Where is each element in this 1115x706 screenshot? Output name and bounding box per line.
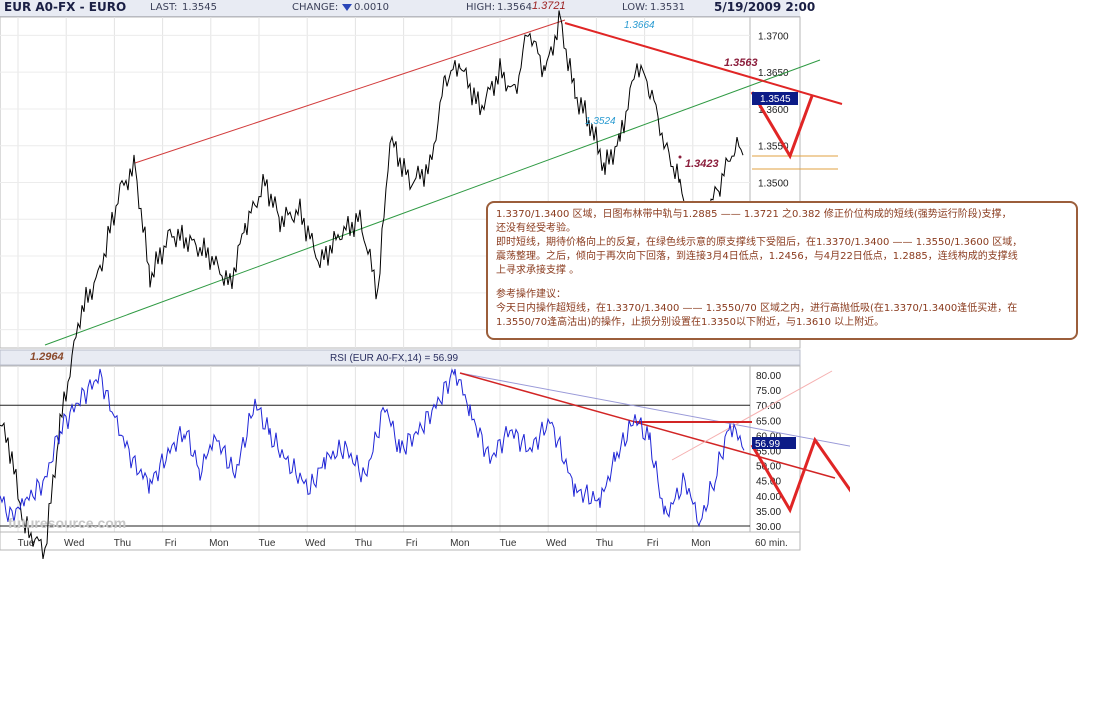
- rsi-gridlines: [0, 366, 750, 532]
- interval-label: 60 min.: [755, 538, 788, 549]
- annotation-top-high: 1.3721: [532, 0, 566, 12]
- analysis-line-8: 1.3550/70逢高沽出)的操作，止损分别设置在1.3350以下附近，与1.3…: [496, 317, 885, 328]
- analysis-note-box: 1.3370/1.3400 区域，日图布林带中轨与1.2885 —— 1.372…: [486, 201, 1078, 340]
- quote-date: 5/19/2009 2:00: [714, 0, 816, 14]
- rsi-title: RSI (EUR A0-FX,14) = 56.99: [330, 353, 459, 364]
- x-tick-label: Mon: [450, 538, 469, 549]
- down-arrow-icon: [342, 3, 352, 11]
- rsi-y-tick: 80.00: [756, 371, 781, 382]
- x-tick-label: Wed: [64, 538, 84, 549]
- x-tick-label: Mon: [691, 538, 710, 549]
- change-value: 0.0010: [354, 2, 389, 13]
- annotation-recent-low: 1.3423: [685, 158, 719, 170]
- low-label: LOW:: [622, 2, 648, 13]
- x-tick-label: Wed: [305, 538, 325, 549]
- annotation-channel-low: 1.2964: [30, 351, 64, 363]
- rsi-y-axis: 80.0075.0070.0065.0060.0055.0050.0045.00…: [756, 371, 781, 533]
- x-tick-label: Thu: [114, 538, 131, 549]
- rsi-y-tick: 75.00: [756, 386, 781, 397]
- rsi-y-tick: 55.00: [756, 447, 781, 458]
- analysis-line-5: 上寻求承接支撑 。: [496, 265, 580, 276]
- low-marker-dot: [678, 155, 682, 159]
- price-y-tick: 1.3700: [758, 31, 789, 42]
- last-label: LAST:: [150, 2, 178, 13]
- last-value: 1.3545: [182, 2, 217, 13]
- x-tick-label: Fri: [165, 538, 177, 549]
- price-y-tick: 1.3600: [758, 105, 789, 116]
- x-tick-label: Thu: [355, 538, 372, 549]
- x-axis-frame: [0, 531, 801, 551]
- change-label: CHANGE:: [292, 2, 339, 13]
- price-y-tick: 1.3500: [758, 179, 789, 190]
- analysis-line-4: 震荡整理。之后，倾向于再次向下回落，到连接3月4日低点，1.2456，与4月22…: [496, 251, 1018, 262]
- rsi-series-line: [0, 368, 745, 528]
- rsi-title-bar: [0, 349, 801, 366]
- price-series-line: [0, 10, 744, 559]
- lower-channel-line: [44, 59, 821, 346]
- analysis-line-1: 1.3370/1.3400 区域，日图布林带中轨与1.2885 —— 1.372…: [496, 209, 1012, 220]
- x-tick-label: Mon: [209, 538, 228, 549]
- rsi-y-tick: 60.00: [756, 431, 781, 442]
- rsi-projection-path: [750, 436, 850, 514]
- high-label: HIGH:: [466, 2, 496, 13]
- analysis-line-2: 还没有经受考验。: [496, 223, 576, 234]
- rsi-value-badge: [752, 437, 796, 449]
- rsi-y-tick: 35.00: [756, 507, 781, 518]
- watermark: futuresource.com: [8, 515, 126, 531]
- x-tick-label: Wed: [546, 538, 566, 549]
- x-tick-label: Fri: [406, 538, 418, 549]
- rsi-y-tick: 45.00: [756, 477, 781, 488]
- analysis-line-6: 参考操作建议：: [496, 289, 566, 300]
- x-tick-label: Thu: [596, 538, 613, 549]
- rsi-pink-trend-line: [671, 370, 833, 461]
- rsi-y-tick: 40.00: [756, 492, 781, 503]
- quote-header: EUR A0-FX - EURO LAST: 1.3545 CHANGE: 0.…: [0, 0, 815, 17]
- analysis-line-7: 今天日内操作超短线，在1.3370/1.3400 —— 1.3550/70 区域…: [496, 303, 1018, 314]
- annotation-resistance: 1.3563: [724, 57, 758, 69]
- rsi-blue-trend-line: [459, 372, 850, 447]
- rsi-y-tick: 50.00: [756, 462, 781, 473]
- rsi-y-tick: 65.00: [756, 416, 781, 427]
- analysis-line-3: 即时短线，期待价格向上的反复，在绿色线示意的原支撑线下受阻后，在1.3370/1…: [496, 237, 1023, 248]
- last-price-badge-text: 1.3545: [760, 94, 791, 105]
- rsi-plot-frame: [0, 365, 751, 533]
- annotation-peak: 1.3664: [624, 20, 655, 31]
- last-price-badge: [752, 92, 798, 105]
- rsi-value-badge-text: 56.99: [755, 439, 780, 450]
- high-value: 1.3564: [497, 2, 532, 13]
- x-tick-label: Tue: [259, 538, 276, 549]
- price-projection-path: [750, 91, 814, 160]
- x-tick-label: Fri: [647, 538, 659, 549]
- annotation-support: 1.3524: [585, 116, 616, 127]
- symbol-title: EUR A0-FX - EURO: [4, 0, 127, 14]
- upper-channel-line: [134, 19, 566, 164]
- rsi-red-trend-line: [459, 372, 836, 479]
- rsi-y-tick: 30.00: [756, 522, 781, 533]
- x-axis-labels: Tue Wed Thu Fri Mon Tue Wed Thu Fri Mon Tue Wed Thu F…: [18, 538, 711, 549]
- change-value-group: 0.0010: [340, 2, 389, 13]
- price-y-tick: 1.3550: [758, 142, 789, 153]
- x-tick-label: Tue: [500, 538, 517, 549]
- price-y-tick: 1.3650: [758, 68, 789, 79]
- x-tick-label: Tue: [18, 538, 35, 549]
- low-value: 1.3531: [650, 2, 685, 13]
- resistance-trend-line: [564, 22, 843, 105]
